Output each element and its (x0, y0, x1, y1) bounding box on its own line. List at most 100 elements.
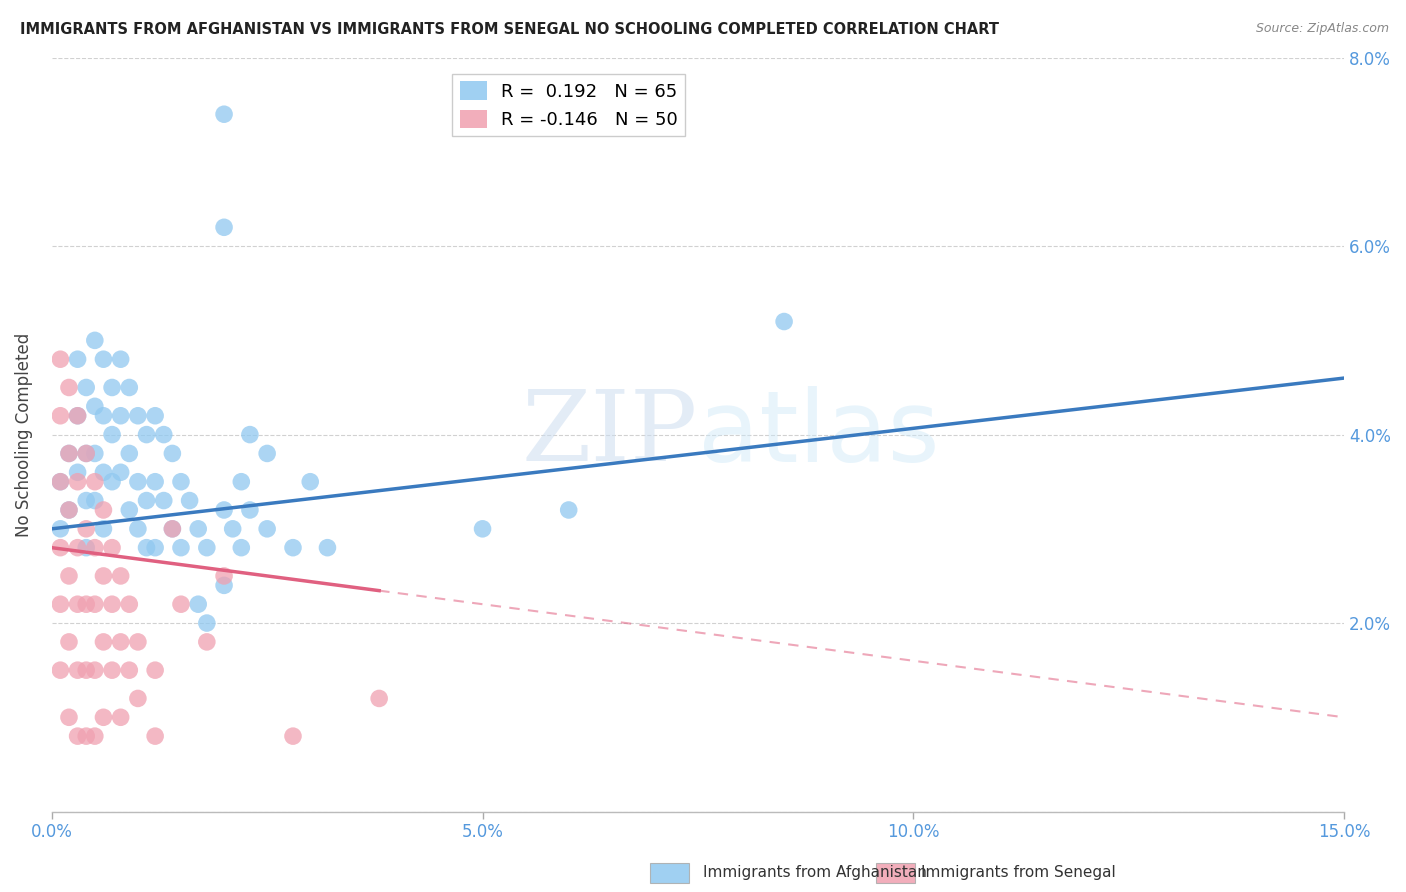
Point (281, 729, 304, 743)
Point (170, 541, 193, 555)
Point (118, 446, 141, 460)
Point (110, 569, 132, 583)
Point (110, 710, 132, 724)
Point (316, 541, 339, 555)
Point (152, 427, 174, 442)
Point (135, 493, 157, 508)
Point (231, 541, 253, 555)
Point (170, 475, 193, 489)
Point (212, 220, 235, 235)
Point (49, 541, 72, 555)
Point (221, 522, 243, 536)
Point (58, 635, 80, 649)
Point (162, 446, 184, 460)
Point (773, 314, 796, 328)
Point (83, 597, 105, 611)
Point (58, 569, 80, 583)
Point (212, 569, 235, 583)
Point (118, 597, 141, 611)
Point (75, 597, 97, 611)
Point (58, 503, 80, 517)
Point (162, 522, 184, 536)
Point (281, 541, 304, 555)
Point (75, 493, 97, 508)
Point (212, 107, 235, 121)
Point (135, 427, 157, 442)
Point (187, 522, 209, 536)
Point (75, 522, 97, 536)
Point (239, 503, 262, 517)
Point (118, 380, 141, 394)
Point (75, 446, 97, 460)
Point (75, 446, 97, 460)
Point (49, 475, 72, 489)
Point (49, 475, 72, 489)
Point (66, 475, 89, 489)
Text: ZIP: ZIP (522, 387, 697, 483)
Point (118, 503, 141, 517)
Text: atlas: atlas (697, 386, 939, 483)
Point (195, 615, 218, 630)
Point (93, 503, 115, 517)
Point (58, 380, 80, 394)
Point (49, 663, 72, 677)
Point (170, 597, 193, 611)
Point (93, 465, 115, 479)
Point (93, 522, 115, 536)
Point (101, 427, 124, 442)
Point (49, 352, 72, 367)
Point (58, 446, 80, 460)
Point (110, 409, 132, 423)
Y-axis label: No Schooling Completed: No Schooling Completed (15, 333, 32, 537)
Point (143, 409, 166, 423)
Point (58, 503, 80, 517)
Point (93, 352, 115, 367)
Point (75, 729, 97, 743)
Point (101, 380, 124, 394)
Point (66, 352, 89, 367)
Text: Immigrants from Afghanistan: Immigrants from Afghanistan (703, 865, 927, 880)
Point (368, 691, 391, 706)
Point (66, 465, 89, 479)
Text: Source: ZipAtlas.com: Source: ZipAtlas.com (1256, 22, 1389, 36)
Point (75, 663, 97, 677)
Point (127, 522, 149, 536)
Point (101, 597, 124, 611)
Point (239, 427, 262, 442)
Point (75, 541, 97, 555)
Point (58, 446, 80, 460)
Point (83, 493, 105, 508)
Point (83, 541, 105, 555)
Point (195, 635, 218, 649)
Point (143, 663, 166, 677)
Legend: R =  0.192   N = 65, R = -0.146   N = 50: R = 0.192 N = 65, R = -0.146 N = 50 (453, 74, 685, 136)
Point (256, 446, 278, 460)
Point (110, 635, 132, 649)
Point (93, 635, 115, 649)
Point (471, 522, 494, 536)
Point (101, 541, 124, 555)
Point (179, 493, 201, 508)
Point (83, 475, 105, 489)
Point (212, 578, 235, 592)
Point (93, 569, 115, 583)
Point (66, 541, 89, 555)
Point (212, 503, 235, 517)
Point (187, 597, 209, 611)
Point (110, 352, 132, 367)
Point (75, 380, 97, 394)
Point (66, 409, 89, 423)
Point (101, 475, 124, 489)
Point (127, 475, 149, 489)
Point (143, 541, 166, 555)
Point (118, 663, 141, 677)
Point (83, 334, 105, 348)
Point (66, 409, 89, 423)
Point (66, 663, 89, 677)
Point (143, 475, 166, 489)
Point (49, 597, 72, 611)
Point (66, 729, 89, 743)
Point (66, 597, 89, 611)
Point (143, 729, 166, 743)
Point (127, 635, 149, 649)
